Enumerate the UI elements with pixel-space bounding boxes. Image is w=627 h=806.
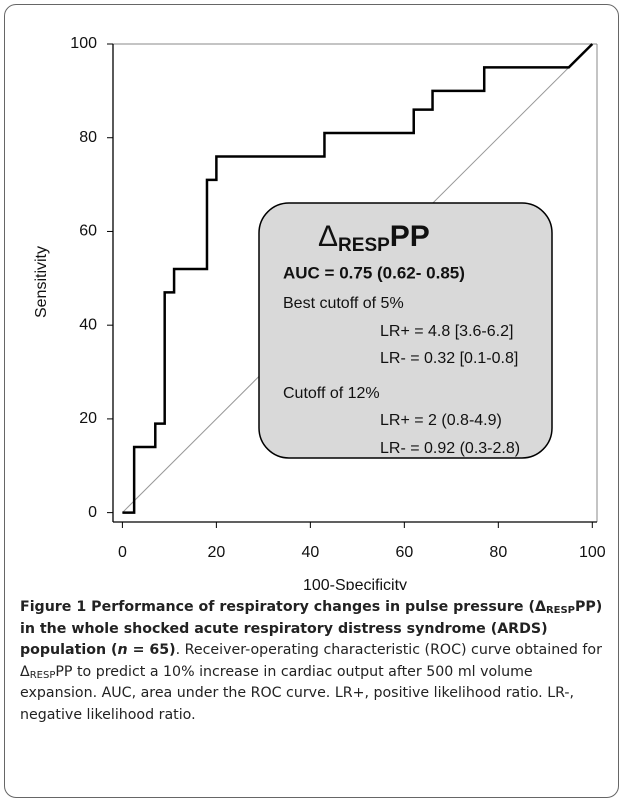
annotation-line: Cutoff of 12%: [283, 385, 380, 402]
x-tick-label: 0: [118, 544, 127, 561]
annotation-line: Best cutoff of 5%: [283, 295, 404, 312]
y-tick-label: 0: [88, 504, 97, 521]
annotation-name: PP: [390, 220, 430, 253]
x-axis-label: 100-Specificity: [303, 577, 407, 590]
y-axis-label: Sensitivity: [33, 246, 50, 318]
x-tick-label: 20: [207, 544, 225, 561]
caption-text: PP) in the whole shocked acute respirato…: [20, 599, 603, 658]
annotation-box: [258, 202, 553, 459]
x-tick-label: 100: [579, 544, 606, 561]
caption-text: n: [117, 642, 128, 658]
caption: Figure 1 Performance of respiratory chan…: [20, 597, 610, 726]
caption-text: RESP: [545, 605, 575, 616]
x-tick-label: 40: [301, 544, 319, 561]
caption-text: PP to predict a 10% increase in cardiac …: [20, 663, 575, 723]
annotation-title: ΔRESPPP: [318, 220, 430, 256]
x-tick-label: 60: [395, 544, 413, 561]
annotation-delta: Δ: [318, 220, 338, 253]
annotation-line: LR- = 0.32 [0.1-0.8]: [380, 350, 518, 367]
chart: ΔRESPPP AUC = 0.75 (0.62- 0.85) Best cut…: [33, 35, 606, 590]
y-tick-label: 60: [79, 223, 97, 240]
figure-frame: [4, 4, 619, 798]
caption-text: Figure 1 Performance of respiratory chan…: [20, 599, 546, 615]
roc-curve: [122, 43, 594, 514]
annotation-subscript: RESP: [338, 235, 390, 256]
y-tick-label: 100: [70, 35, 97, 52]
x-tick-label: 80: [489, 544, 507, 561]
annotation-line: AUC = 0.75 (0.62- 0.85): [283, 263, 465, 282]
caption-text: RESP: [29, 669, 56, 681]
caption-text: . Receiver-operating characteristic (ROC…: [20, 642, 602, 680]
caption-text: = 65): [127, 642, 176, 658]
annotation-line: LR- = 0.92 (0.3-2.8): [380, 440, 520, 457]
annotation-line: LR+ = 2 (0.8-4.9): [380, 412, 502, 429]
y-tick-label: 40: [79, 316, 97, 333]
annotation-line: LR+ = 4.8 [3.6-6.2]: [380, 323, 513, 340]
y-tick-label: 20: [79, 410, 97, 427]
y-tick-label: 80: [79, 129, 97, 146]
